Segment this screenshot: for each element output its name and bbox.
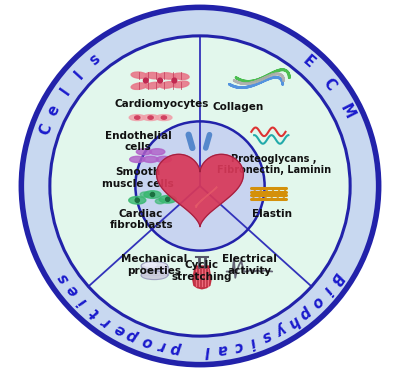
Text: o: o bbox=[140, 333, 154, 350]
Text: Collagen: Collagen bbox=[212, 102, 264, 112]
Text: l: l bbox=[72, 68, 86, 82]
Ellipse shape bbox=[130, 156, 145, 163]
Text: s: s bbox=[55, 270, 72, 286]
Ellipse shape bbox=[146, 82, 162, 89]
Text: i: i bbox=[76, 294, 90, 308]
Ellipse shape bbox=[161, 116, 166, 119]
Circle shape bbox=[150, 192, 154, 197]
Text: r: r bbox=[99, 313, 114, 330]
Text: C: C bbox=[320, 76, 339, 93]
Polygon shape bbox=[196, 187, 217, 208]
Text: i: i bbox=[320, 283, 334, 297]
Text: h: h bbox=[285, 312, 302, 330]
Ellipse shape bbox=[156, 115, 172, 120]
Circle shape bbox=[50, 36, 350, 336]
Text: Cyclic
stretching: Cyclic stretching bbox=[172, 260, 232, 282]
Circle shape bbox=[135, 121, 265, 251]
Ellipse shape bbox=[129, 115, 145, 120]
Text: Smooth
muscle cells: Smooth muscle cells bbox=[102, 167, 174, 188]
Text: p: p bbox=[125, 327, 141, 345]
Text: Electrical
activity: Electrical activity bbox=[222, 255, 277, 276]
Ellipse shape bbox=[136, 149, 152, 155]
Circle shape bbox=[158, 78, 162, 83]
Text: E: E bbox=[299, 53, 316, 71]
Text: y: y bbox=[273, 321, 288, 338]
Ellipse shape bbox=[143, 156, 158, 163]
Ellipse shape bbox=[160, 73, 176, 79]
Ellipse shape bbox=[160, 82, 176, 88]
Ellipse shape bbox=[150, 149, 165, 155]
Ellipse shape bbox=[159, 196, 176, 203]
Circle shape bbox=[144, 78, 148, 83]
Text: M: M bbox=[336, 101, 356, 121]
Polygon shape bbox=[193, 266, 211, 289]
Text: e: e bbox=[112, 320, 128, 338]
Ellipse shape bbox=[173, 73, 189, 79]
Text: i: i bbox=[248, 334, 257, 350]
Polygon shape bbox=[141, 266, 168, 275]
Ellipse shape bbox=[145, 263, 156, 267]
Text: l: l bbox=[205, 343, 210, 358]
Ellipse shape bbox=[131, 72, 147, 78]
Text: C: C bbox=[37, 122, 54, 137]
Text: c: c bbox=[232, 338, 244, 354]
Text: s: s bbox=[260, 328, 274, 345]
Ellipse shape bbox=[131, 83, 147, 90]
Text: Elastin: Elastin bbox=[252, 209, 292, 219]
Circle shape bbox=[172, 78, 177, 83]
Text: o: o bbox=[308, 293, 326, 310]
Ellipse shape bbox=[141, 271, 168, 280]
Ellipse shape bbox=[145, 72, 162, 79]
Text: Mechanical
proerties: Mechanical proerties bbox=[121, 255, 188, 276]
Text: s: s bbox=[86, 52, 102, 68]
Circle shape bbox=[135, 198, 139, 202]
Ellipse shape bbox=[155, 199, 165, 204]
Text: t: t bbox=[87, 304, 102, 320]
Text: Proteoglycans ,
Fibronectin, Laminin: Proteoglycans , Fibronectin, Laminin bbox=[217, 154, 331, 175]
Circle shape bbox=[21, 7, 379, 365]
Text: p: p bbox=[297, 303, 314, 321]
Ellipse shape bbox=[140, 192, 150, 197]
Text: r: r bbox=[157, 338, 167, 354]
Ellipse shape bbox=[173, 81, 189, 88]
Ellipse shape bbox=[129, 196, 146, 204]
Ellipse shape bbox=[141, 262, 168, 270]
Ellipse shape bbox=[148, 116, 153, 119]
Text: B: B bbox=[327, 269, 346, 287]
Text: a: a bbox=[217, 341, 229, 357]
Text: p: p bbox=[171, 341, 183, 357]
Circle shape bbox=[166, 197, 170, 201]
Text: e: e bbox=[45, 102, 63, 118]
Polygon shape bbox=[156, 154, 244, 226]
Text: Endothelial
cells: Endothelial cells bbox=[105, 131, 172, 152]
Ellipse shape bbox=[144, 191, 161, 198]
Text: Cardiomyocytes: Cardiomyocytes bbox=[115, 99, 209, 109]
Text: l: l bbox=[58, 85, 73, 98]
Text: Cardiac
fibroblasts: Cardiac fibroblasts bbox=[109, 209, 173, 230]
Text: e: e bbox=[64, 282, 82, 299]
Ellipse shape bbox=[135, 116, 140, 119]
Ellipse shape bbox=[142, 115, 159, 120]
Ellipse shape bbox=[156, 156, 172, 163]
